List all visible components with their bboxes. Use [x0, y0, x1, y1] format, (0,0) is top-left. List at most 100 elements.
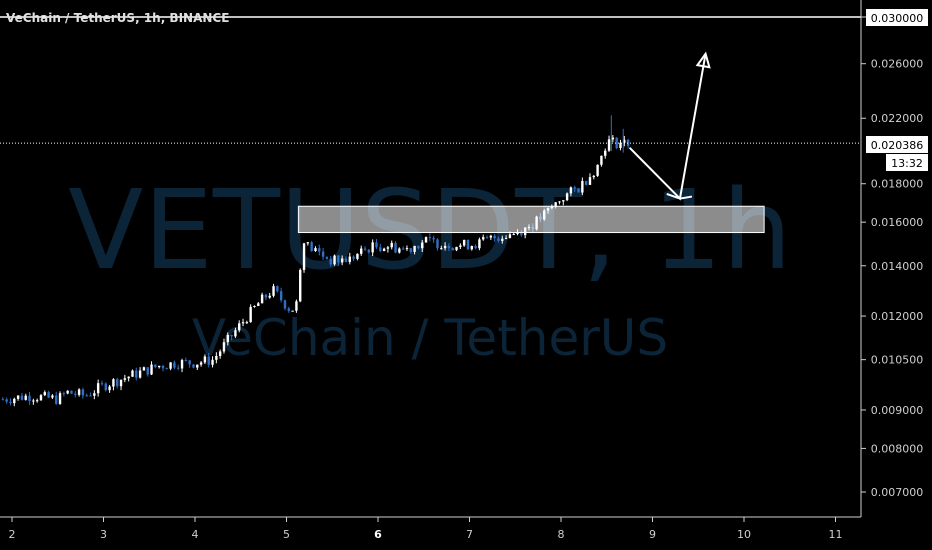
candle-down	[447, 245, 451, 249]
candle-up	[299, 269, 302, 302]
candle-up	[504, 238, 508, 240]
candle-up	[169, 362, 172, 369]
candle-up	[51, 395, 54, 398]
x-tick-label: 11	[829, 528, 843, 541]
candle-down	[485, 237, 489, 239]
resistance-zone[interactable]	[297, 205, 765, 234]
candle-up	[238, 323, 241, 331]
candle-up	[398, 248, 401, 253]
candle-down	[584, 180, 588, 185]
candle-up	[592, 175, 595, 178]
x-axis[interactable]: 2 3 4 5 6 7 8 9 10 11	[9, 517, 843, 541]
candle-down	[417, 245, 420, 249]
candle-down	[85, 395, 88, 397]
candle-down	[318, 248, 321, 252]
candle-up	[489, 235, 493, 238]
candle-up	[371, 242, 374, 253]
candle-down	[100, 383, 104, 385]
candle-down	[451, 248, 454, 251]
candle-up	[306, 242, 310, 244]
candle-down	[1, 399, 5, 401]
x-tick-label: 2	[9, 528, 16, 541]
candle-up	[459, 245, 462, 247]
candle-up	[96, 383, 100, 394]
y-tick-label: 0.018000	[871, 178, 924, 191]
candle-down	[104, 383, 107, 391]
y-tick-label: 0.012000	[871, 310, 924, 323]
candle-up	[501, 238, 504, 241]
x-tick-label: 4	[192, 528, 199, 541]
candle-down	[47, 392, 50, 398]
candle-up	[138, 370, 142, 378]
candle-up	[390, 242, 393, 248]
y-tick-label: 0.026000	[871, 58, 924, 71]
candle-down	[230, 334, 233, 337]
candle-up	[600, 155, 603, 165]
x-tick-label: 8	[558, 528, 565, 541]
candle-down	[401, 248, 405, 250]
candle-up	[222, 342, 226, 352]
candle-up	[607, 139, 611, 151]
candle-down	[497, 238, 500, 241]
candle-up	[32, 400, 35, 402]
candle-down	[81, 389, 85, 396]
candle-down	[310, 242, 313, 251]
countdown-box	[886, 154, 928, 171]
candle-up	[596, 164, 599, 176]
projection-arrow-head	[695, 51, 711, 69]
candle-up	[131, 370, 134, 377]
candle-down	[20, 395, 24, 400]
candle-up	[249, 306, 252, 323]
candle-down	[375, 242, 378, 248]
candle-down	[264, 294, 268, 298]
candle-up	[218, 351, 222, 357]
candle-down	[135, 370, 138, 378]
candle-up	[295, 301, 298, 311]
candle-up	[112, 379, 115, 387]
candle-up	[157, 365, 161, 368]
x-tick-label: 3	[100, 528, 107, 541]
candle-down	[177, 367, 180, 369]
y-tick-label: 0.010500	[871, 354, 924, 367]
candle-up	[196, 364, 199, 368]
candle-up	[604, 150, 607, 156]
candle-up	[77, 389, 81, 395]
candle-up	[569, 187, 573, 194]
candle-up	[93, 393, 96, 396]
y-axis[interactable]: 0.026000 0.022000 0.018000 0.016000 0.014000…	[861, 16, 924, 499]
candle-up	[260, 294, 264, 304]
candle-up	[150, 364, 153, 375]
x-tick-label: 5	[283, 528, 290, 541]
candle-up	[554, 202, 557, 207]
candle-up	[413, 245, 416, 252]
candle-down	[573, 187, 576, 189]
candle-down	[192, 364, 195, 368]
candle-up	[226, 334, 229, 343]
candle-up	[360, 248, 363, 254]
candle-down	[493, 235, 496, 239]
candle-down	[184, 360, 188, 362]
candle-down	[409, 248, 412, 252]
candle-up	[455, 246, 458, 251]
candle-down	[207, 356, 210, 365]
candle-up	[440, 248, 443, 250]
candle-down	[279, 291, 283, 301]
candle-up	[253, 305, 256, 307]
price-label-box	[866, 136, 928, 153]
candle-up	[16, 395, 20, 399]
candle-up	[508, 234, 512, 239]
countdown-label: 13:32	[891, 157, 923, 170]
y-tick-label: 0.016000	[871, 216, 924, 229]
x-tick-label: 10	[737, 528, 751, 541]
candle-down	[352, 256, 355, 259]
candle-down	[432, 237, 435, 240]
candle-down	[394, 242, 397, 253]
candle-down	[55, 395, 58, 404]
candle-down	[287, 308, 290, 311]
candle-down	[626, 139, 630, 146]
candle-up	[405, 248, 409, 250]
candle-up	[58, 393, 62, 404]
candle-down	[154, 364, 157, 368]
